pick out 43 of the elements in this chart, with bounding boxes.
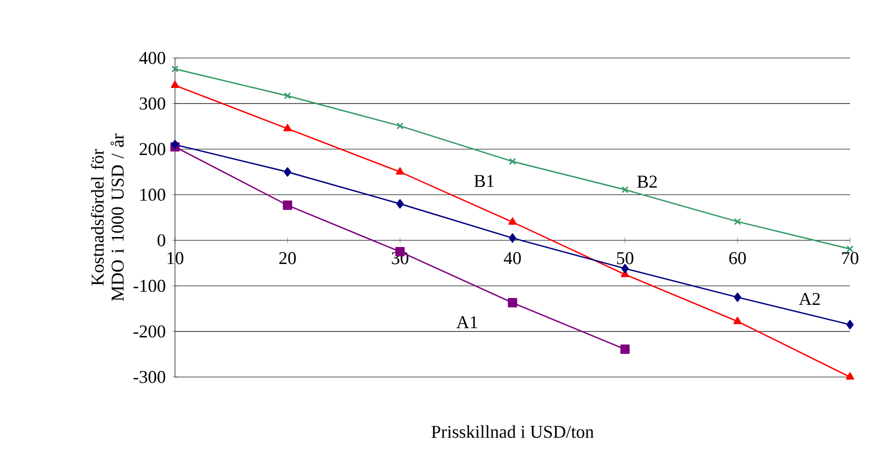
point — [508, 233, 516, 243]
x-tick-label: 40 — [504, 252, 521, 264]
series-label: A1 — [456, 316, 478, 328]
point — [172, 65, 179, 72]
x-tick-label: 50 — [617, 252, 634, 264]
x-tick-label: 20 — [279, 252, 296, 264]
point — [396, 199, 404, 208]
y-tick-label: 0 — [158, 234, 166, 246]
point — [170, 80, 180, 88]
point — [508, 298, 518, 308]
point — [171, 140, 179, 150]
series-label: B1 — [474, 175, 494, 187]
series-label: B2 — [637, 176, 657, 188]
point — [508, 217, 517, 225]
point — [733, 316, 742, 324]
y-tick-label: 300 — [140, 97, 166, 110]
point — [396, 167, 404, 175]
point — [734, 292, 742, 302]
point — [284, 92, 291, 100]
point — [283, 124, 292, 132]
point — [621, 264, 629, 274]
point — [396, 122, 404, 130]
y-tick-label: 400 — [139, 52, 166, 64]
series-label: A2 — [798, 292, 820, 305]
x-tick-label: 70 — [842, 252, 858, 264]
point — [846, 320, 854, 330]
y-tick-label: 100 — [140, 188, 166, 201]
point — [620, 344, 630, 354]
y-tick-label: -300 — [134, 370, 166, 384]
point — [734, 218, 742, 226]
point — [846, 245, 854, 252]
point — [284, 167, 292, 177]
y-axis-title: Kostnadsfördel för MDO i 1000 USD / år — [90, 134, 124, 301]
x-tick-label: 60 — [729, 252, 746, 264]
y-tick-label: 200 — [140, 143, 166, 156]
point — [509, 158, 516, 165]
point — [846, 372, 854, 380]
y-tick-label: -100 — [134, 280, 166, 292]
x-tick-label: 10 — [168, 252, 184, 264]
point — [282, 200, 292, 210]
x-axis-title: Prisskillnad i USD/ton — [432, 425, 594, 438]
point — [622, 186, 629, 194]
y-tick-label: -200 — [134, 325, 166, 338]
